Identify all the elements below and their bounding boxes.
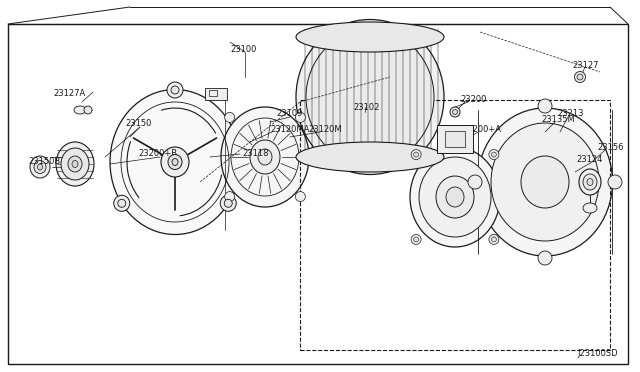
- Ellipse shape: [168, 154, 182, 170]
- Ellipse shape: [538, 251, 552, 265]
- Ellipse shape: [171, 86, 179, 94]
- Ellipse shape: [225, 192, 235, 202]
- Text: 23120MA: 23120MA: [270, 125, 309, 134]
- Text: 23124: 23124: [576, 154, 602, 164]
- Ellipse shape: [436, 176, 474, 218]
- Ellipse shape: [172, 158, 178, 166]
- Ellipse shape: [489, 150, 499, 160]
- Ellipse shape: [250, 140, 280, 174]
- Ellipse shape: [296, 22, 444, 52]
- Ellipse shape: [419, 157, 491, 237]
- Bar: [209, 90, 217, 96]
- Ellipse shape: [38, 164, 42, 170]
- Ellipse shape: [477, 108, 612, 256]
- Ellipse shape: [411, 234, 421, 244]
- Ellipse shape: [452, 109, 458, 115]
- Ellipse shape: [72, 160, 78, 167]
- Text: 23100: 23100: [230, 45, 257, 54]
- Ellipse shape: [577, 74, 583, 80]
- Ellipse shape: [221, 107, 309, 207]
- Ellipse shape: [446, 187, 464, 207]
- Ellipse shape: [295, 112, 305, 122]
- Ellipse shape: [34, 160, 46, 173]
- Ellipse shape: [468, 175, 482, 189]
- Ellipse shape: [579, 169, 601, 195]
- Ellipse shape: [583, 174, 597, 190]
- Ellipse shape: [258, 149, 272, 165]
- Ellipse shape: [450, 107, 460, 117]
- Bar: [300, 100, 610, 350]
- Bar: [205, 88, 227, 100]
- Text: 23150: 23150: [125, 119, 152, 128]
- Ellipse shape: [492, 152, 497, 157]
- Ellipse shape: [225, 112, 235, 122]
- Ellipse shape: [74, 106, 86, 114]
- Ellipse shape: [167, 82, 183, 98]
- Ellipse shape: [521, 156, 569, 208]
- Text: 23213: 23213: [557, 109, 584, 119]
- Ellipse shape: [220, 195, 236, 211]
- Ellipse shape: [413, 152, 419, 157]
- Text: 23200: 23200: [460, 96, 486, 105]
- Text: 23109: 23109: [276, 109, 302, 119]
- Ellipse shape: [538, 99, 552, 113]
- Text: 23118: 23118: [242, 150, 269, 158]
- Ellipse shape: [295, 192, 305, 202]
- Ellipse shape: [575, 71, 586, 83]
- Text: J23100SD: J23100SD: [577, 349, 618, 358]
- Text: 23135M: 23135M: [541, 115, 575, 125]
- Ellipse shape: [491, 123, 599, 241]
- Ellipse shape: [118, 199, 125, 207]
- Ellipse shape: [84, 106, 92, 114]
- Ellipse shape: [68, 156, 82, 172]
- Text: 23200+A: 23200+A: [462, 125, 501, 135]
- Ellipse shape: [296, 142, 444, 172]
- Ellipse shape: [114, 195, 130, 211]
- Text: 23156: 23156: [597, 142, 623, 151]
- Text: 23200+B: 23200+B: [138, 150, 177, 158]
- Ellipse shape: [306, 29, 434, 164]
- Text: 23102: 23102: [353, 103, 380, 112]
- Bar: [445, 131, 465, 147]
- Text: 23120M: 23120M: [308, 125, 342, 134]
- Ellipse shape: [224, 199, 232, 207]
- Text: 23127A: 23127A: [53, 90, 85, 99]
- Ellipse shape: [587, 179, 593, 186]
- Ellipse shape: [56, 142, 94, 186]
- Ellipse shape: [583, 203, 597, 213]
- Ellipse shape: [492, 237, 497, 242]
- Ellipse shape: [489, 234, 499, 244]
- Ellipse shape: [296, 19, 444, 174]
- Ellipse shape: [161, 147, 189, 177]
- Text: 23127: 23127: [572, 61, 598, 70]
- Ellipse shape: [61, 148, 89, 180]
- Ellipse shape: [608, 175, 622, 189]
- Ellipse shape: [410, 147, 500, 247]
- Ellipse shape: [110, 90, 240, 234]
- Ellipse shape: [30, 156, 50, 178]
- Ellipse shape: [413, 237, 419, 242]
- Bar: [437, 125, 473, 153]
- Ellipse shape: [411, 150, 421, 160]
- Text: 23150B: 23150B: [28, 157, 60, 167]
